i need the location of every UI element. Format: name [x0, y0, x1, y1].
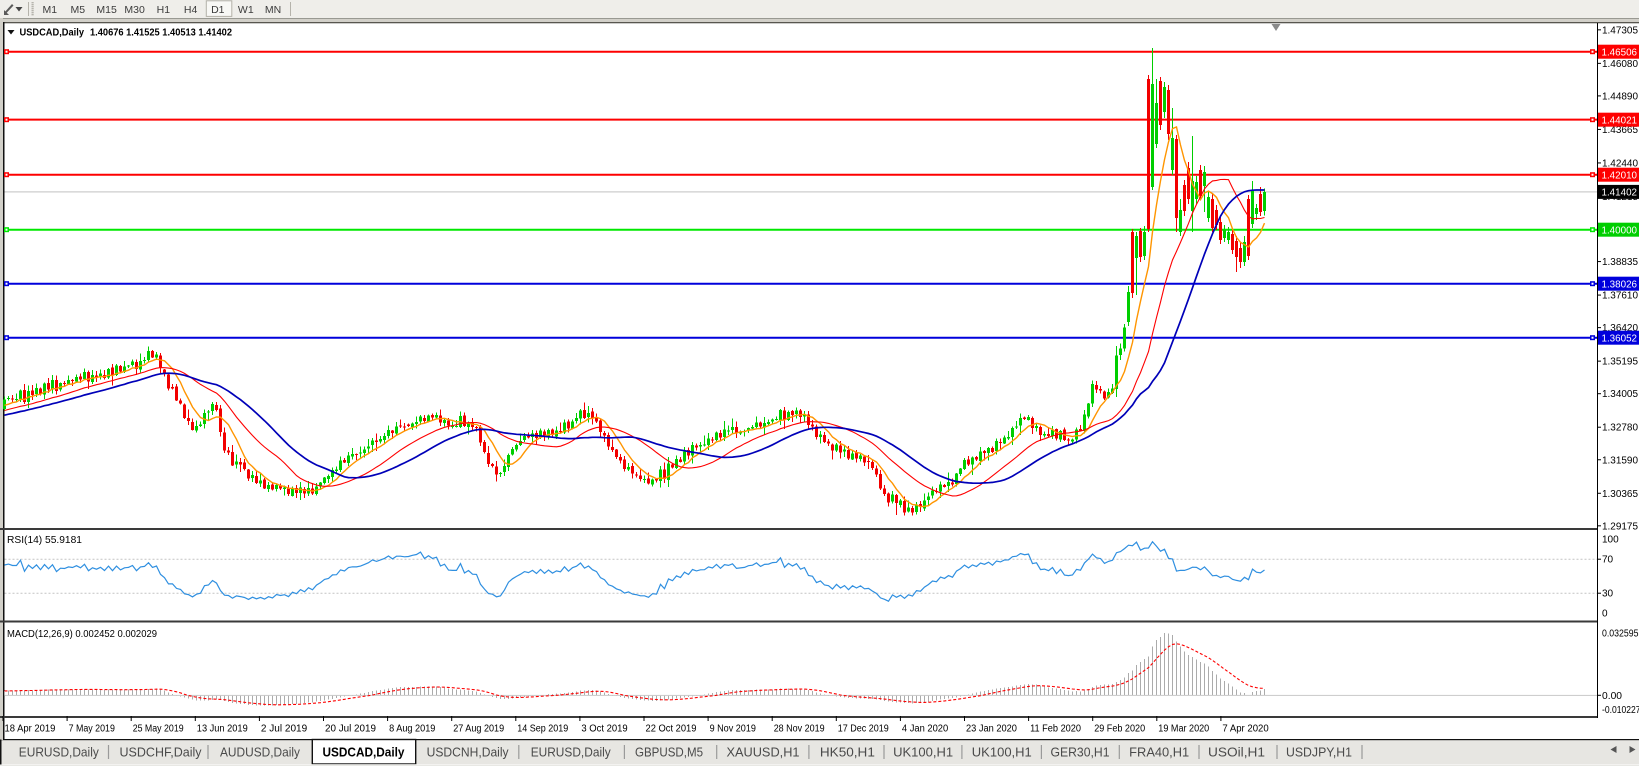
svg-text:28 Nov 2019: 28 Nov 2019: [774, 724, 825, 735]
svg-text:UK100,H1: UK100,H1: [972, 746, 1032, 760]
svg-text:XAUUSD,H1: XAUUSD,H1: [727, 746, 800, 760]
svg-text:7 May 2019: 7 May 2019: [69, 724, 116, 735]
svg-text:27 Aug 2019: 27 Aug 2019: [453, 724, 504, 735]
svg-text:1.40000: 1.40000: [1602, 225, 1638, 236]
svg-text:1.36052: 1.36052: [1602, 333, 1638, 344]
svg-text:25 May 2019: 25 May 2019: [133, 724, 184, 735]
svg-text:EURUSD,Daily: EURUSD,Daily: [531, 746, 612, 760]
svg-text:UK100,H1: UK100,H1: [893, 746, 953, 760]
svg-text:H1: H1: [157, 4, 171, 16]
svg-text:8 Aug 2019: 8 Aug 2019: [389, 724, 436, 735]
svg-text:1.40676 1.41525 1.40513 1.4140: 1.40676 1.41525 1.40513 1.41402: [90, 28, 232, 39]
svg-text:1.34005: 1.34005: [1602, 389, 1638, 400]
svg-text:1.46080: 1.46080: [1602, 59, 1638, 70]
svg-text:1.32780: 1.32780: [1602, 423, 1638, 434]
svg-text:1.36420: 1.36420: [1602, 323, 1638, 334]
svg-text:HK50,H1: HK50,H1: [820, 746, 875, 760]
svg-text:USDCAD,Daily: USDCAD,Daily: [20, 27, 85, 39]
svg-text:2 Jul 2019: 2 Jul 2019: [261, 724, 308, 735]
svg-text:1.38835: 1.38835: [1602, 257, 1638, 268]
svg-text:17 Dec 2019: 17 Dec 2019: [838, 724, 889, 735]
svg-text:USDCAD,Daily: USDCAD,Daily: [323, 746, 405, 760]
svg-text:H4: H4: [184, 4, 198, 16]
svg-text:-0.010227: -0.010227: [1602, 705, 1639, 716]
svg-text:11 Feb 2020: 11 Feb 2020: [1030, 724, 1081, 735]
svg-text:GER30,H1: GER30,H1: [1051, 746, 1110, 760]
svg-text:1.42440: 1.42440: [1602, 158, 1638, 169]
svg-text:RSI(14) 55.9181: RSI(14) 55.9181: [7, 534, 82, 546]
svg-text:1.35195: 1.35195: [1602, 357, 1638, 368]
svg-text:1.46506: 1.46506: [1602, 48, 1638, 59]
svg-text:1.30365: 1.30365: [1602, 489, 1638, 500]
svg-text:1.31590: 1.31590: [1602, 455, 1638, 466]
svg-text:1.42010: 1.42010: [1602, 170, 1638, 181]
svg-text:14 Sep 2019: 14 Sep 2019: [517, 724, 568, 735]
svg-text:USDCNH,Daily: USDCNH,Daily: [427, 746, 510, 760]
svg-text:3 Oct 2019: 3 Oct 2019: [581, 724, 628, 735]
svg-text:1.44021: 1.44021: [1602, 115, 1638, 126]
svg-text:M30: M30: [124, 4, 145, 16]
svg-text:18 Apr 2019: 18 Apr 2019: [5, 724, 56, 735]
svg-text:FRA40,H1: FRA40,H1: [1129, 746, 1189, 760]
svg-text:0: 0: [1602, 609, 1608, 620]
svg-text:0.032595: 0.032595: [1602, 629, 1639, 640]
svg-text:M1: M1: [43, 4, 58, 16]
svg-text:W1: W1: [238, 4, 254, 16]
svg-text:9 Nov 2019: 9 Nov 2019: [710, 724, 757, 735]
svg-text:30: 30: [1602, 589, 1614, 600]
svg-text:MACD(12,26,9) 0.002452 0.00202: MACD(12,26,9) 0.002452 0.002029: [7, 628, 157, 640]
svg-text:23 Jan 2020: 23 Jan 2020: [966, 724, 1017, 735]
svg-text:EURUSD,Daily: EURUSD,Daily: [19, 746, 100, 760]
svg-text:1.47305: 1.47305: [1602, 25, 1638, 36]
svg-text:7 Apr 2020: 7 Apr 2020: [1222, 724, 1269, 735]
svg-text:USDJPY,H1: USDJPY,H1: [1286, 746, 1352, 760]
svg-text:1.44890: 1.44890: [1602, 91, 1638, 102]
svg-text:1.41402: 1.41402: [1602, 188, 1638, 199]
svg-text:4 Jan 2020: 4 Jan 2020: [902, 724, 949, 735]
svg-text:70: 70: [1602, 555, 1614, 566]
svg-text:AUDUSD,Daily: AUDUSD,Daily: [220, 746, 301, 760]
svg-text:USDCHF,Daily: USDCHF,Daily: [120, 746, 203, 760]
svg-text:0.00: 0.00: [1602, 691, 1623, 702]
svg-text:22 Oct 2019: 22 Oct 2019: [646, 724, 697, 735]
svg-text:USOil,H1: USOil,H1: [1208, 746, 1265, 760]
svg-text:20 Jul 2019: 20 Jul 2019: [325, 724, 376, 735]
svg-text:1.29175: 1.29175: [1602, 521, 1638, 532]
svg-text:1.37610: 1.37610: [1602, 291, 1638, 302]
svg-text:13 Jun 2019: 13 Jun 2019: [197, 724, 248, 735]
svg-text:1.38026: 1.38026: [1602, 279, 1638, 290]
svg-text:M5: M5: [71, 4, 86, 16]
svg-text:M15: M15: [96, 4, 117, 16]
svg-text:100: 100: [1602, 535, 1619, 546]
svg-text:D1: D1: [211, 4, 225, 16]
svg-text:MN: MN: [265, 4, 281, 16]
svg-text:29 Feb 2020: 29 Feb 2020: [1094, 724, 1145, 735]
svg-text:GBPUSD,M5: GBPUSD,M5: [635, 746, 703, 760]
svg-text:19 Mar 2020: 19 Mar 2020: [1158, 724, 1209, 735]
svg-text:1.43665: 1.43665: [1602, 125, 1638, 136]
